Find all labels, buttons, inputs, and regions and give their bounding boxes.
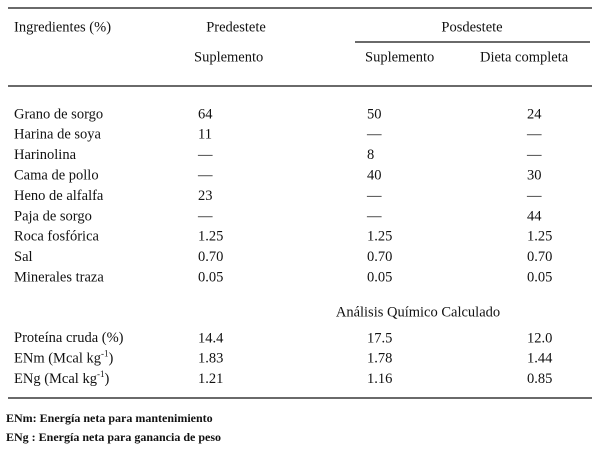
subheader: Dieta completa	[480, 49, 569, 65]
cell: —	[526, 188, 542, 204]
cell: 23	[198, 188, 213, 204]
label-part: Proteína cruda (%)	[14, 330, 124, 346]
label-part: -1	[97, 369, 105, 379]
cell: 1.25	[198, 229, 223, 245]
analysis-title: Análisis Químico Calculado	[336, 304, 500, 320]
cell: 1.16	[367, 371, 392, 387]
label-part: ENm (Mcal kg	[14, 351, 101, 367]
label-part: )	[108, 351, 113, 367]
cell: —	[526, 147, 542, 163]
row-label: Harinolina	[14, 147, 77, 163]
cell: —	[366, 127, 382, 143]
header-ingredients: Ingredientes (%)	[14, 19, 111, 35]
cell: 1.44	[527, 351, 553, 367]
row-label: Sal	[14, 249, 33, 265]
cell: 11	[198, 127, 212, 143]
row-label: ENg (Mcal kg-1)	[14, 369, 109, 387]
subheader: Suplemento	[194, 49, 263, 65]
cell: 1.78	[367, 351, 392, 367]
cell: 0.85	[527, 371, 552, 387]
cell: 64	[198, 106, 213, 122]
cell: 0.05	[198, 270, 223, 286]
subheader: Suplemento	[365, 49, 434, 65]
cell: 14.4	[198, 330, 224, 346]
label-part: ENg (Mcal kg	[14, 371, 97, 387]
cell: —	[197, 208, 213, 224]
row-label: Proteína cruda (%)	[14, 330, 124, 346]
row-label: Grano de sorgo	[14, 106, 103, 122]
row-label: Minerales traza	[14, 270, 104, 286]
cell: 12.0	[527, 330, 552, 346]
cell: 17.5	[367, 330, 392, 346]
cell: 0.70	[367, 249, 392, 265]
header-posdestete: Posdestete	[441, 19, 502, 35]
row-label: Heno de alfalfa	[14, 188, 104, 204]
cell: 24	[527, 106, 542, 122]
cell: 1.25	[527, 229, 552, 245]
cell: 0.05	[527, 270, 552, 286]
cell: 50	[367, 106, 382, 122]
cell: —	[366, 208, 382, 224]
row-label: Roca fosfórica	[14, 229, 100, 245]
cell: —	[197, 147, 213, 163]
cell: 0.70	[527, 249, 552, 265]
row-label: Paja de sorgo	[14, 208, 92, 224]
row-label: ENm (Mcal kg-1)	[14, 348, 113, 366]
cell: 1.21	[198, 371, 223, 387]
footnote: ENm: Energía neta para mantenimiento	[6, 411, 213, 425]
header-predestete: Predestete	[206, 19, 266, 35]
footnote: ENg : Energía neta para ganancia de peso	[6, 430, 221, 444]
cell: 1.25	[367, 229, 392, 245]
cell: 1.83	[198, 351, 223, 367]
cell: 0.05	[367, 270, 392, 286]
cell: —	[526, 127, 542, 143]
cell: 40	[367, 168, 382, 184]
cell: 30	[527, 168, 542, 184]
cell: —	[197, 168, 213, 184]
row-label: Harina de soya	[14, 127, 102, 143]
cell: 8	[367, 147, 374, 163]
cell: —	[366, 188, 382, 204]
label-part: )	[104, 371, 109, 387]
label-part: -1	[101, 348, 109, 358]
cell: 44	[527, 208, 542, 224]
row-label: Cama de pollo	[14, 168, 99, 184]
cell: 0.70	[198, 249, 223, 265]
